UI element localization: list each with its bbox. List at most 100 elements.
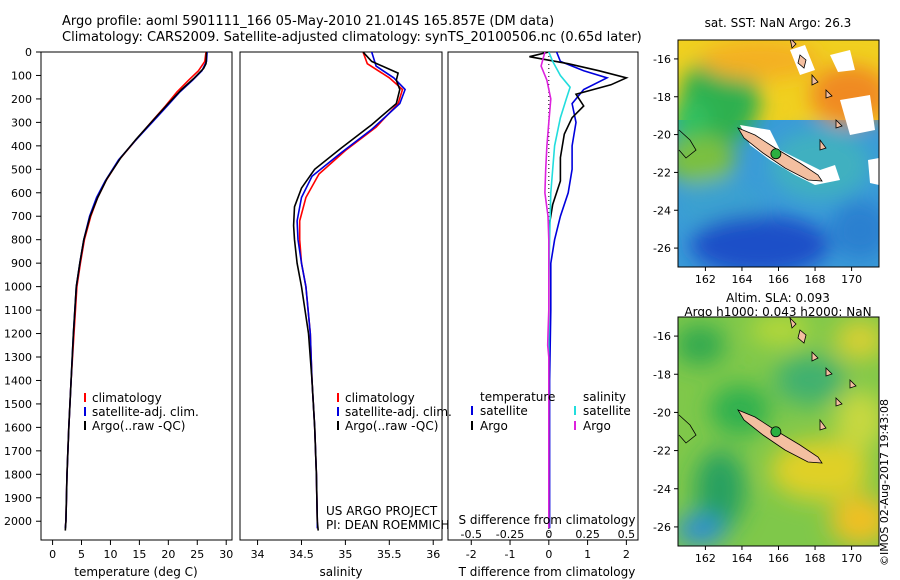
argo-position-marker [770,426,782,438]
new-caledonia-island [737,409,823,464]
depth-tick-label: 1100 [4,304,32,317]
s-difference-tick-label: 0.25 [575,528,600,541]
salinity-series-line-1 [296,52,407,529]
t-difference-series-line-0 [548,52,610,529]
temperature-x-label: temperature (deg C) [74,565,197,579]
difference-profiles [529,52,629,540]
map-lon-tick-label: 166 [768,273,789,286]
temperature-x-tick-label: 30 [219,548,233,561]
depth-tick-label: 300 [11,116,32,129]
map-lon-tick-label: 170 [841,552,862,565]
t-difference-series-line-1 [529,52,629,529]
sst-map-title: sat. SST: NaN Argo: 26.3 [705,16,852,30]
legend-label-s-satellite: satellite [583,404,631,418]
salinity-x-axis: 34 34.5 35 35.5 36 [251,540,440,561]
map-lat-tick-label: -22 [653,166,671,179]
legend-label-argo: Argo(..raw -QC) [345,419,438,433]
map-lat-tick-label: -24 [653,204,671,217]
legend-title-temperature: temperature [480,390,555,404]
map-lat-tick-label: -26 [653,521,671,534]
salinity-legend: climatology satellite-adj. clim. Argo(..… [337,391,452,433]
temperature-x-tick-label: 0 [49,548,56,561]
depth-tick-label: 1000 [4,281,32,294]
t-difference-x-label: T difference from climatology [458,565,636,579]
legend-label-satellite: satellite-adj. clim. [92,405,199,419]
depth-tick-label: 1300 [4,351,32,364]
depth-tick-label: 700 [11,210,32,223]
sst-map [678,40,879,267]
map-lon-tick-label: 168 [805,552,826,565]
temperature-x-tick-label: 10 [103,548,117,561]
salinity-x-tick-label: 36 [426,548,440,561]
depth-tick-label: 500 [11,163,32,176]
legend-label-argo: Argo(..raw -QC) [92,419,185,433]
t-difference-x-tick-label: -1 [505,548,516,561]
s-difference-tick-label: -0.25 [496,528,524,541]
map-lon-tick-label: 164 [731,552,752,565]
sla-map-title-line1: Altim. SLA: 0.093 [726,291,830,305]
s-difference-label: S difference from climatology [459,513,636,527]
s-difference-x-axis: -0.5 -0.25 0 0.25 0.5 [461,528,636,541]
depth-tick-label: 200 [11,93,32,106]
depth-tick-label: 1600 [4,421,32,434]
temperature-series-line-2 [64,52,208,531]
map-lon-tick-label: 166 [768,552,789,565]
t-difference-series-line-2 [548,52,571,529]
map-lat-tick-label: -26 [653,242,671,255]
legend-label-satellite: satellite-adj. clim. [345,405,452,419]
salinity-panel-frame [239,51,443,541]
salinity-x-tick-label: 34.5 [289,548,314,561]
map-lon-tick-label: 164 [731,273,752,286]
depth-tick-label: 0 [25,46,32,59]
depth-tick-label: 1900 [4,492,32,505]
t-difference-x-tick-label: 0 [545,548,552,561]
depth-axis: 0 100 200 300 400 500 600 700 800 900 1000 1100 1200… [4,46,41,528]
legend-label-t-argo: Argo [480,419,508,433]
map-lat-tick-label: -20 [653,129,671,142]
sst-map-axes: 162 164 166 168 170 -16 -18 -20 -22 -24 -26 [653,53,862,286]
depth-tick-label: 400 [11,140,32,153]
t-difference-x-tick-label: -2 [466,548,477,561]
map-lat-tick-label: -16 [653,53,671,66]
legend-label-climatology: climatology [345,391,415,405]
depth-tick-label: 1800 [4,468,32,481]
depth-tick-label: 600 [11,187,32,200]
salinity-x-tick-label: 35.5 [377,548,402,561]
depth-tick-label: 1500 [4,398,32,411]
t-difference-x-axis: -2 -1 0 1 2 [466,540,630,561]
t-difference-x-tick-label: 2 [623,548,630,561]
sla-map-title-line2: Argo h1000: 0.043 h2000: NaN [684,305,871,319]
map-lon-tick-label: 162 [695,552,716,565]
argo-position-marker [770,148,782,160]
legend-label-climatology: climatology [92,391,162,405]
t-difference-series-line-3 [540,52,552,529]
temperature-legend: climatology satellite-adj. clim. Argo(..… [84,391,199,433]
temperature-series-line-0 [64,52,207,529]
s-difference-tick-label: -0.5 [461,528,482,541]
salinity-x-tick-label: 34 [251,548,265,561]
temperature-x-tick-label: 5 [78,548,85,561]
figure-title-line1: Argo profile: aoml 5901111_166 05-May-20… [62,14,555,29]
sla-map-axes: 162 164 166 168 170 -16 -18 -20 -22 -24 -26 [653,330,862,565]
map-lat-tick-label: -20 [653,406,671,419]
temperature-series-line-1 [64,52,208,529]
depth-tick-label: 800 [11,234,32,247]
depth-tick-label: 1200 [4,328,32,341]
map-lat-tick-label: -18 [653,91,671,104]
t-difference-x-tick-label: 1 [584,548,591,561]
depth-tick-label: 900 [11,257,32,270]
temperature-x-tick-label: 20 [161,548,175,561]
depth-tick-label: 100 [11,69,32,82]
figure-title-line2: Climatology: CARS2009. Satellite-adjuste… [62,30,642,45]
map-lon-tick-label: 170 [841,273,862,286]
s-difference-tick-label: 0 [545,528,552,541]
map-lon-tick-label: 168 [805,273,826,286]
salinity-x-label: salinity [319,565,362,579]
pi-annotation: PI: DEAN ROEMMICH [326,518,449,532]
map-lon-tick-label: 162 [695,273,716,286]
temperature-panel-frame [40,51,233,541]
salinity-profiles [292,52,407,531]
legend-title-salinity: salinity [583,390,626,404]
temperature-x-tick-label: 15 [132,548,146,561]
